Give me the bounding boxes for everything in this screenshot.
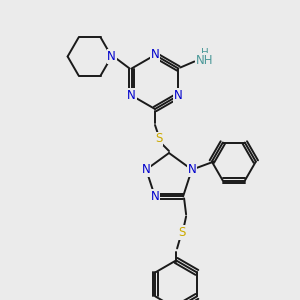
Text: H: H [200, 49, 208, 58]
Text: N: N [151, 190, 159, 203]
Text: N: N [151, 49, 159, 62]
Text: N: N [142, 163, 151, 176]
Text: NH: NH [196, 54, 213, 67]
Text: N: N [127, 89, 136, 102]
Text: S: S [155, 133, 163, 146]
Text: S: S [178, 226, 186, 239]
Text: N: N [107, 50, 116, 63]
Text: N: N [174, 89, 183, 102]
Text: N: N [188, 163, 196, 176]
